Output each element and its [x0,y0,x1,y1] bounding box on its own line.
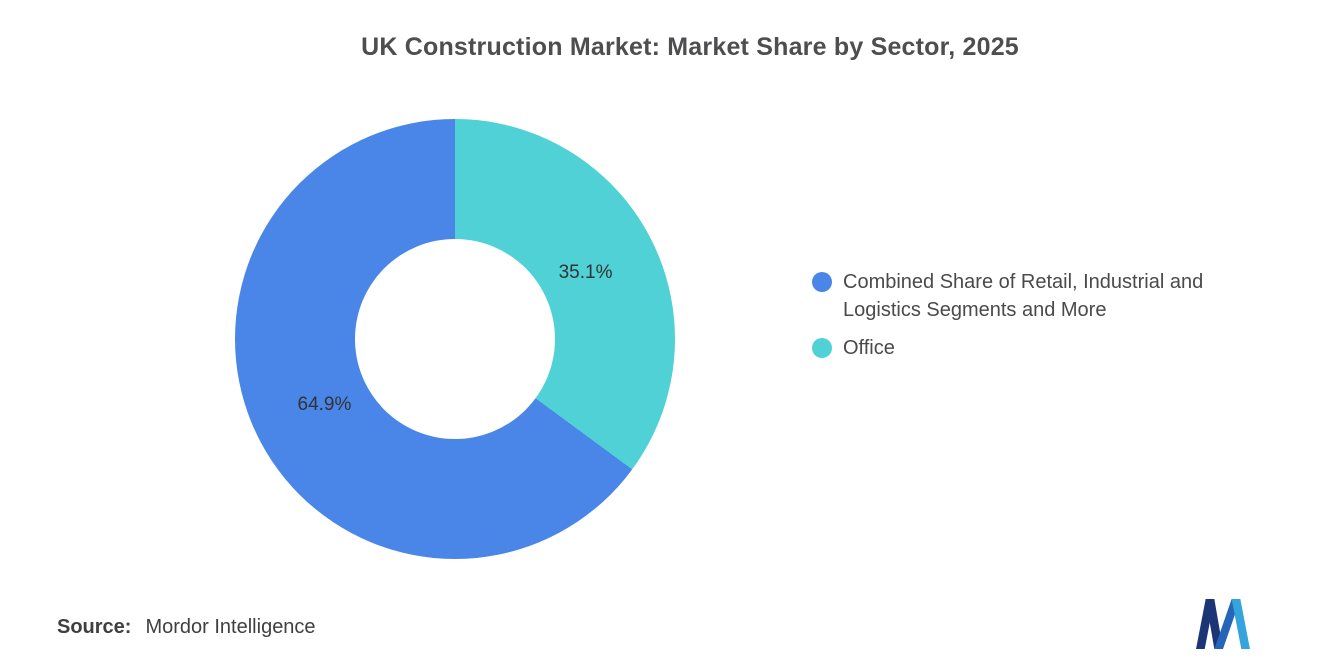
source-prefix: Source: [57,616,132,638]
legend-dot-combined [812,272,832,292]
logo-stroke-2 [1205,598,1223,650]
legend: Combined Share of Retail, Industrial and… [812,268,1263,362]
legend-item-combined: Combined Share of Retail, Industrial and… [812,268,1263,324]
legend-item-office: Office [812,334,1263,362]
source-text: Mordor Intelligence [145,616,316,638]
legend-dot-office [812,338,832,358]
slice-label: 64.9% [297,394,352,415]
slice-label: 35.1% [558,261,613,283]
donut-hole [354,238,556,440]
donut-chart: 35.1% 64.9% [235,119,675,559]
logo-stroke-4 [1231,598,1250,650]
mordor-intelligence-logo [1196,598,1250,650]
legend-label-office: Office [843,337,895,359]
source-line: Source: Mordor Intelligence [57,616,316,639]
logo-stroke-3 [1214,598,1241,650]
chart-title: UK Construction Market: Market Share by … [361,33,1019,61]
legend-label-combined: Combined Share of Retail, Industrial and… [843,271,1204,321]
